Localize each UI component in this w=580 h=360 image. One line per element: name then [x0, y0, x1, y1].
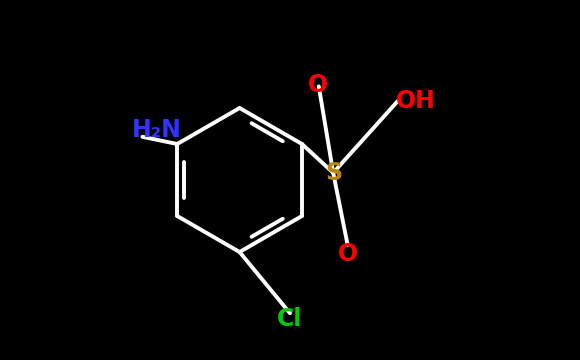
Text: OH: OH — [396, 89, 436, 113]
Text: O: O — [338, 242, 358, 266]
Text: S: S — [325, 161, 342, 185]
Text: Cl: Cl — [277, 307, 303, 330]
Text: H₂N: H₂N — [132, 118, 182, 141]
Text: O: O — [308, 73, 328, 96]
